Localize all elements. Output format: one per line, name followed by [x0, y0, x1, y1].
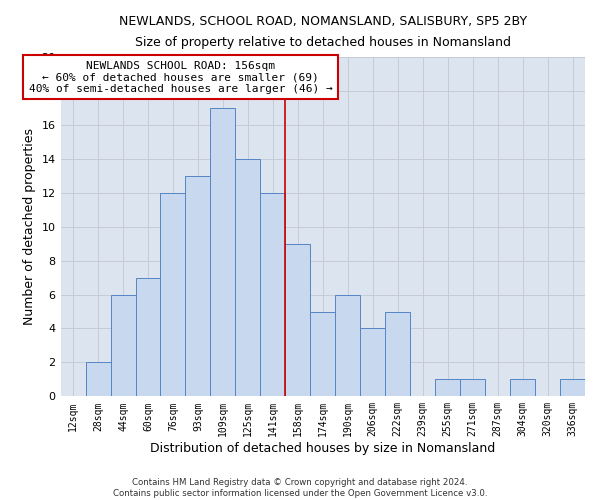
- Bar: [460, 380, 485, 396]
- Bar: [235, 159, 260, 396]
- Bar: [136, 278, 160, 396]
- X-axis label: Distribution of detached houses by size in Nomansland: Distribution of detached houses by size …: [150, 442, 496, 455]
- Text: Contains HM Land Registry data © Crown copyright and database right 2024.
Contai: Contains HM Land Registry data © Crown c…: [113, 478, 487, 498]
- Bar: [435, 380, 460, 396]
- Bar: [335, 294, 360, 396]
- Bar: [211, 108, 235, 397]
- Bar: [560, 380, 585, 396]
- Bar: [510, 380, 535, 396]
- Bar: [185, 176, 211, 396]
- Bar: [86, 362, 110, 396]
- Bar: [385, 312, 410, 396]
- Bar: [260, 193, 286, 396]
- Text: NEWLANDS SCHOOL ROAD: 156sqm
← 60% of detached houses are smaller (69)
40% of se: NEWLANDS SCHOOL ROAD: 156sqm ← 60% of de…: [29, 60, 332, 94]
- Title: NEWLANDS, SCHOOL ROAD, NOMANSLAND, SALISBURY, SP5 2BY
Size of property relative : NEWLANDS, SCHOOL ROAD, NOMANSLAND, SALIS…: [119, 15, 527, 49]
- Bar: [360, 328, 385, 396]
- Bar: [110, 294, 136, 396]
- Y-axis label: Number of detached properties: Number of detached properties: [23, 128, 36, 325]
- Bar: [160, 193, 185, 396]
- Bar: [286, 244, 310, 396]
- Bar: [310, 312, 335, 396]
